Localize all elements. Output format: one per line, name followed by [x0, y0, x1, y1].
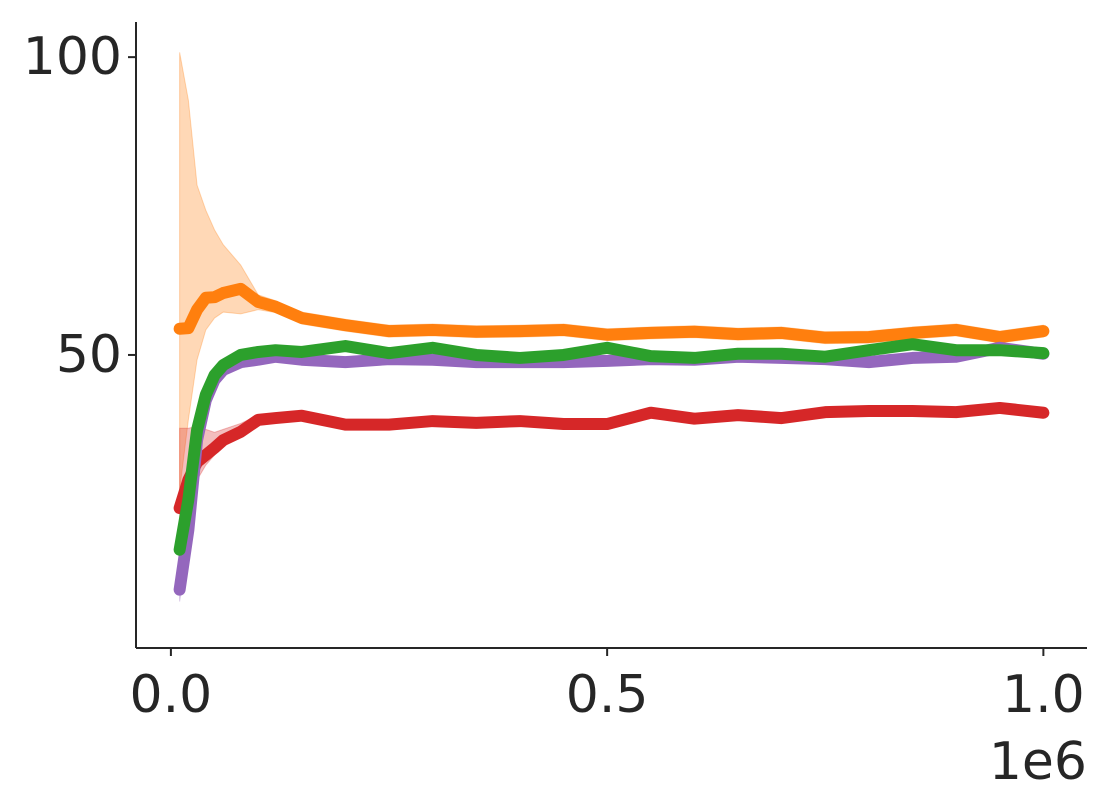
line: [173, 401, 1050, 515]
line: [173, 282, 1050, 344]
line: [173, 338, 1050, 556]
line: [173, 341, 1050, 596]
band: [179, 342, 1044, 602]
x-offset-label: 1e6: [989, 732, 1087, 792]
x-tick-label: 1.0: [1002, 665, 1085, 725]
y-tick-label: 100: [23, 27, 122, 87]
y-tick-label: 50: [56, 325, 122, 385]
x-tick-label: 0.5: [566, 665, 649, 725]
band: [179, 338, 1044, 568]
x-tick-label: 0.0: [130, 665, 213, 725]
